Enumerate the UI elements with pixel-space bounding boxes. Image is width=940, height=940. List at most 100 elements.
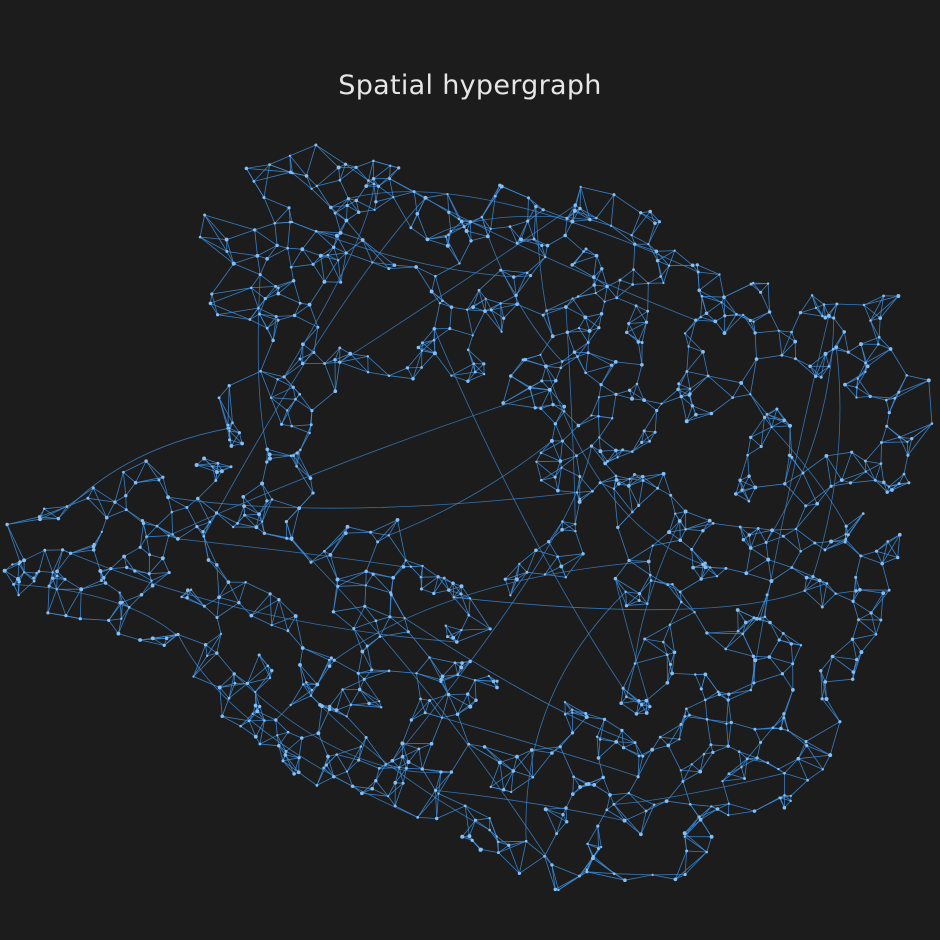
graph-node bbox=[596, 824, 600, 828]
graph-edge bbox=[437, 576, 450, 591]
graph-edge bbox=[244, 514, 263, 522]
graph-edge bbox=[557, 467, 562, 491]
graph-edge bbox=[656, 250, 675, 252]
graph-edge bbox=[833, 303, 838, 319]
graph-node bbox=[749, 282, 753, 286]
graph-node bbox=[254, 525, 259, 530]
graph-node bbox=[208, 520, 212, 524]
graph-edge bbox=[375, 768, 380, 781]
graph-node bbox=[684, 419, 689, 424]
graph-edge bbox=[558, 871, 588, 891]
graph-edge bbox=[688, 395, 693, 407]
graph-node bbox=[739, 380, 744, 385]
graph-node bbox=[405, 366, 410, 370]
graph-edge bbox=[597, 826, 602, 848]
graph-edge bbox=[481, 216, 492, 230]
graph-node bbox=[788, 423, 792, 428]
graph-edge bbox=[738, 751, 758, 759]
graph-edge bbox=[186, 498, 199, 508]
graph-edge bbox=[226, 229, 255, 240]
graph-edge bbox=[259, 274, 276, 287]
graph-edge bbox=[410, 566, 422, 578]
graph-edge bbox=[750, 394, 768, 415]
graph-node bbox=[380, 706, 383, 709]
graph-node bbox=[685, 370, 689, 373]
graph-node bbox=[558, 459, 563, 463]
graph-node bbox=[806, 778, 809, 782]
graph-node bbox=[630, 233, 633, 237]
graph-edge bbox=[255, 720, 265, 737]
graph-edge bbox=[648, 276, 661, 284]
graph-node bbox=[709, 411, 714, 416]
graph-node bbox=[723, 314, 727, 318]
graph-edge bbox=[295, 398, 313, 411]
graph-node bbox=[616, 456, 619, 459]
graph-edge bbox=[429, 657, 456, 664]
graph-edge bbox=[199, 214, 205, 238]
graph-node bbox=[744, 571, 749, 576]
graph-edge bbox=[259, 258, 268, 275]
graph-edge bbox=[135, 476, 163, 484]
graph-edge bbox=[385, 764, 400, 768]
graph-hyperedge bbox=[427, 215, 590, 240]
graph-node bbox=[274, 718, 278, 722]
graph-node bbox=[573, 522, 577, 526]
graph-edge bbox=[851, 451, 866, 462]
graph-edge bbox=[439, 302, 452, 308]
graph-edge bbox=[4, 570, 14, 585]
graph-edge bbox=[52, 549, 63, 573]
graph-node bbox=[257, 306, 260, 310]
graph-edge bbox=[621, 730, 624, 748]
graph-node bbox=[474, 698, 478, 702]
graph-node bbox=[460, 661, 464, 665]
graph-edge bbox=[574, 210, 591, 220]
graph-node bbox=[648, 439, 652, 443]
graph-edge bbox=[296, 452, 311, 479]
graph-edge bbox=[564, 701, 586, 714]
graph-node bbox=[631, 450, 634, 453]
graph-node bbox=[417, 747, 421, 751]
graph-node bbox=[429, 289, 434, 294]
graph-edge bbox=[580, 186, 591, 220]
graph-node bbox=[365, 644, 369, 648]
graph-edge bbox=[146, 535, 169, 538]
graph-edge bbox=[680, 539, 692, 550]
graph-edge bbox=[556, 821, 568, 834]
graph-edge bbox=[806, 745, 824, 770]
graph-edge bbox=[562, 521, 576, 532]
graph-node bbox=[336, 165, 341, 170]
graph-edge bbox=[591, 415, 613, 419]
graph-edge bbox=[575, 531, 584, 554]
graph-node bbox=[233, 681, 237, 685]
graph-node bbox=[141, 521, 146, 526]
graph-edge bbox=[746, 742, 761, 760]
graph-edge bbox=[634, 742, 640, 757]
graph-node bbox=[139, 593, 144, 597]
graph-node bbox=[32, 579, 36, 583]
graph-edge bbox=[216, 602, 240, 618]
graph-edge bbox=[750, 417, 765, 438]
graph-edge bbox=[6, 524, 25, 561]
graph-node bbox=[555, 832, 559, 836]
graph-node bbox=[666, 743, 671, 748]
graph-edge bbox=[525, 359, 547, 367]
graph-edge bbox=[632, 282, 649, 285]
graph-edge bbox=[442, 662, 456, 677]
graph-node bbox=[270, 668, 274, 673]
graph-node bbox=[796, 756, 801, 761]
graph-edge bbox=[548, 541, 559, 557]
graph-edge bbox=[880, 593, 884, 621]
graph-edge bbox=[442, 674, 458, 677]
graph-node bbox=[533, 406, 537, 410]
graph-node bbox=[42, 507, 46, 511]
graph-edge bbox=[634, 742, 644, 757]
graph-edge bbox=[306, 175, 318, 187]
graph-edge bbox=[713, 523, 741, 528]
graph-edge bbox=[277, 731, 289, 736]
graph-edge bbox=[291, 424, 312, 427]
graph-edge bbox=[47, 612, 81, 620]
graph-node bbox=[348, 351, 353, 356]
graph-edge bbox=[597, 809, 608, 827]
graph-edge bbox=[92, 487, 108, 518]
graph-node bbox=[724, 566, 728, 570]
